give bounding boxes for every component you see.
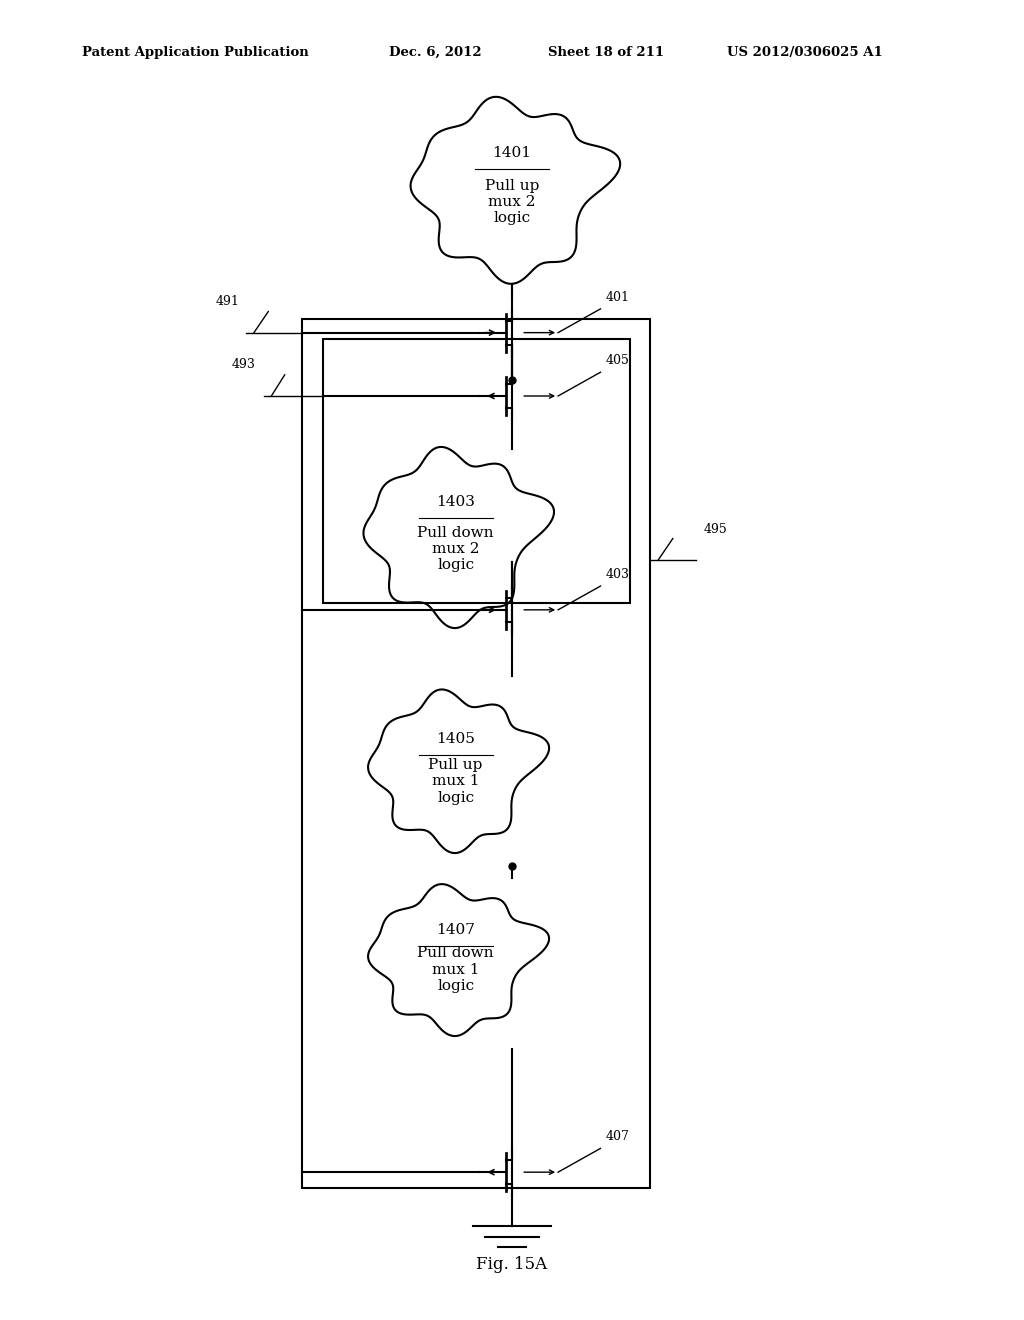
Text: 1401: 1401 (493, 147, 531, 161)
Bar (323, 339, 630, 603)
Text: 493: 493 (232, 358, 256, 371)
Text: Pull up
mux 1
logic: Pull up mux 1 logic (428, 758, 483, 805)
Text: 491: 491 (216, 294, 240, 308)
Text: Sheet 18 of 211: Sheet 18 of 211 (548, 46, 664, 59)
Text: Pull down
mux 2
logic: Pull down mux 2 logic (418, 525, 494, 572)
Text: 407: 407 (605, 1130, 630, 1143)
Text: Dec. 6, 2012: Dec. 6, 2012 (389, 46, 481, 59)
Text: 405: 405 (605, 354, 630, 367)
Text: 1403: 1403 (436, 495, 475, 508)
Text: 1405: 1405 (436, 731, 475, 746)
Text: 1407: 1407 (436, 923, 475, 937)
Text: 495: 495 (703, 523, 727, 536)
Text: Fig. 15A: Fig. 15A (476, 1257, 548, 1272)
Text: Pull down
mux 1
logic: Pull down mux 1 logic (418, 946, 494, 993)
Text: 403: 403 (605, 568, 630, 581)
Text: Pull up
mux 2
logic: Pull up mux 2 logic (484, 178, 540, 226)
Bar (302, 319, 650, 1188)
Text: US 2012/0306025 A1: US 2012/0306025 A1 (727, 46, 883, 59)
Text: 401: 401 (605, 290, 630, 304)
Text: Patent Application Publication: Patent Application Publication (82, 46, 308, 59)
